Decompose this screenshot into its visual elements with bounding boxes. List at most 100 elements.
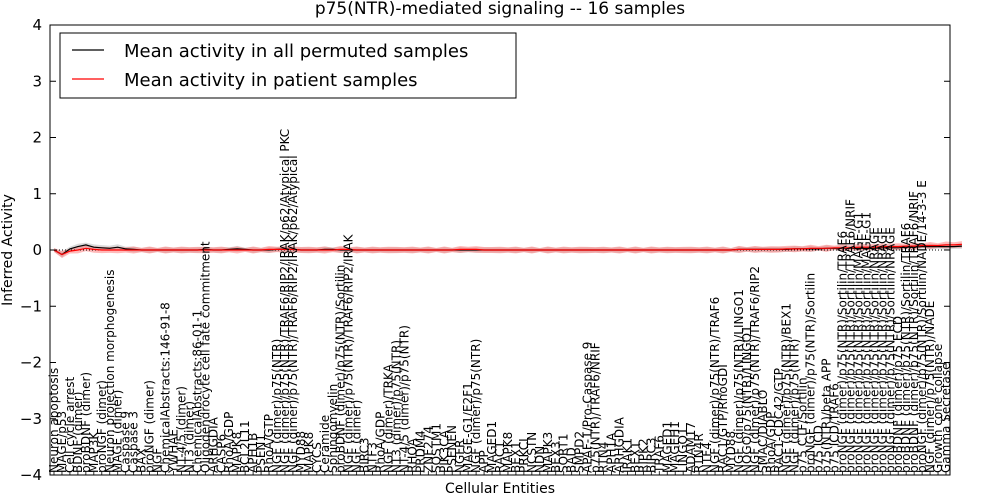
x-tick-label: BIRC3 [644, 437, 658, 473]
x-tick-label: Neuron projection morphogenesis [103, 270, 117, 474]
x-tick-label: SORT1 [557, 434, 571, 474]
y-axis: 4 3 2 1 0 −1 −2 −3 −4 [20, 16, 950, 484]
x-tick-label: NGF (dimer)/p75(NTR)/TRAF6 [708, 297, 722, 473]
x-tick-label: MYD88 [724, 431, 738, 473]
x-tick-label: RIPK2 [636, 438, 650, 473]
x-tick-label: Gamma Secretase [939, 362, 953, 473]
series-line-patient [53, 243, 962, 256]
legend-label-patient: Mean activity in patient samples [124, 70, 418, 91]
y-tick-label: 4 [32, 16, 42, 34]
x-tick-label: SQSTM1 [429, 423, 443, 473]
y-tick-label: 0 [32, 241, 42, 259]
x-tick-label: NGF [151, 448, 165, 473]
y-tick-label: −3 [20, 410, 42, 428]
x-tick-label: LINGO1 [676, 427, 690, 473]
x-tick-label: NTF3 [366, 442, 380, 473]
x-tick-label: p75 CTF/Sortilin [796, 377, 810, 473]
x-tick-label: NGF (dimer)/p75(NTR)/TRAF6/RIP2 [748, 266, 762, 473]
x-tick-label: BAD [565, 447, 579, 473]
x-tick-label: NT3 (dimer)/p75(NTR) [390, 340, 404, 473]
x-tick-label: IRAK1 [620, 438, 634, 473]
x-tick-label: APH1B [246, 433, 260, 473]
x-tick-label: PSENEN [445, 425, 459, 473]
x-tick-label: NGF (dimer)/p75(NTR)/BEX1 [780, 303, 794, 473]
x-tick-label: RAC1 [493, 441, 507, 473]
x-tick-label: RhoA/GDP [222, 412, 236, 473]
x-tick-label: MAGE/p53 [55, 411, 69, 473]
plot-area [50, 241, 962, 258]
x-tick-label: p75 ICD [812, 425, 826, 473]
x-tick-label: proNGF (dimer)/p75(NTR)/Sortilin/TRAF6 [836, 231, 850, 473]
y-axis-label: Inferred Activity [0, 194, 16, 306]
x-tick-label: PSEN1 [254, 434, 268, 473]
x-tick-label: YWHAE [167, 429, 181, 474]
y-tick-label: −1 [20, 297, 42, 315]
x-tick-label: MAPK8 [501, 432, 515, 473]
x-tick-label: ARHGDIA [613, 416, 627, 473]
x-tick-label: NDN [533, 446, 547, 473]
x-tick-label: PRDM4 [413, 430, 427, 473]
x-tick-label: RAC1-CDC42/GTP [772, 368, 786, 473]
x-tick-label: NGF (dimer)/p75(NTR) [469, 339, 483, 473]
x-tick-label: RAC1/GTP/RhoGDI [716, 364, 730, 473]
x-tick-label: RHOA [405, 437, 419, 473]
x-tick-label: CYCS [310, 442, 324, 473]
x-tick-label: NT-4/5 (dimer)/p75(NTR) [397, 325, 411, 473]
x-tick-label: proNGF (dimer) [95, 380, 109, 473]
x-tick-label: MAPK8 [302, 432, 316, 473]
x-tick-label: NGF (dimer)/p75(NTR)/TRAF6/RIP2/IRAK/p62… [286, 155, 300, 473]
x-tick-label: proNGF (dimer)/p75(NTR)/Sortilin/NRAGE [867, 227, 881, 473]
legend: Mean activity in all permuted samples Me… [59, 32, 517, 99]
x-tick-label: Ceramide [318, 415, 332, 473]
x-tick-label: RhoA/GDP [764, 412, 778, 473]
x-tick-label: NGF (dimer)/p75(NTR)/TRAF6/RIP2/IRAK [342, 233, 356, 473]
x-tick-label: ChemicalAbstracts:86-01-1 [190, 310, 204, 473]
x-tick-label: p75 ICD/TRAF6 [828, 383, 842, 473]
x-tick-label: BAX [135, 448, 149, 473]
y-tick-label: 3 [32, 72, 42, 90]
x-tick-label: MAPK3 [541, 432, 555, 473]
x-tick-label: PIK3CA [437, 429, 451, 473]
x-tick-label: proNGF (dimer)/p75(NTR)/Sortilin/TRAF6/N… [843, 199, 857, 473]
x-tick-label: NGF (dimer)/p75(NTR) [270, 339, 284, 473]
x-tick-label: proBDNF (dimer)/p75(NTR)/Sortilin/TRAF6 [899, 223, 913, 473]
x-tick-label: TRAF6 [652, 435, 666, 474]
x-tick-label: BEX1 [509, 441, 523, 473]
x-tick-label: proNGF (dimer)/p75(NTR)/Sortilin/MAGE-G1 [859, 212, 873, 473]
x-tick-label: Cell cycle arrest [63, 377, 77, 473]
x-tick-label: NCSTN [525, 432, 539, 473]
legend-label-permuted: Mean activity in all permuted samples [124, 41, 468, 62]
y-tick-label: −2 [20, 354, 42, 372]
x-tick-label: RhoA/GDP [374, 412, 388, 473]
x-tick-label: BEX1 [628, 441, 642, 473]
x-tick-label: proNGF (dimer) [143, 380, 157, 473]
x-tick-label: MAGED1 [485, 421, 499, 473]
x-tick-label: p75(NTR)/beta APP [820, 359, 834, 474]
x-tick-label: NGF (dimer)/p75(NTR)/NADE [923, 301, 937, 473]
x-tick-label: proNGF (dimer)/p75(NTR)/Sortilin/NRAGE [875, 227, 889, 473]
x-tick-label: NGF (dimer)/TRKA [382, 363, 396, 473]
x-tick-label: NT-4/5 (dimer) [174, 386, 188, 473]
x-tick-label: BIRC3 [358, 437, 372, 473]
x-tick-label: MAP3K [87, 431, 101, 473]
y-tick-label: 2 [32, 129, 42, 147]
x-tick-label: MAGED1 [660, 421, 674, 473]
x-tick-label: RhoA/GTP [262, 414, 276, 473]
x-tick-label: Caspase 3 [127, 411, 141, 473]
x-tick-label: BCL2L11 [238, 420, 252, 473]
legend-box [59, 32, 517, 99]
x-tick-label: Growth cone collapse [931, 344, 945, 473]
x-tick-label: ARHGDIA [206, 416, 220, 473]
x-tick-label: PRKCI [517, 438, 531, 473]
x-tick-label: APP [477, 450, 491, 473]
plot-frame [49, 24, 951, 476]
x-tick-label: proBDNF (dimer)/p75(NTR)/Sortilin [334, 265, 348, 473]
x-tick-label: APH1A [605, 432, 619, 473]
x-tick-label: MAGE (dimer) [111, 390, 125, 473]
x-tick-label: BDNF (dimer) [71, 392, 85, 474]
x-axis-label: Cellular Entities [445, 481, 555, 497]
x-tick-label: p75(NTR)/TRAF6/NRIF [589, 342, 603, 473]
